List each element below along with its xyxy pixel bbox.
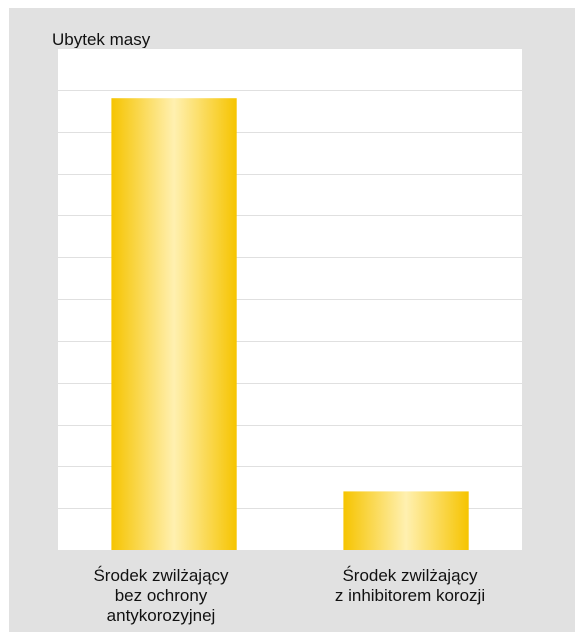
x-tick-label-line: bez ochrony <box>114 586 208 605</box>
x-tick-label-2: Środek zwilżający z inhibitorem korozji <box>300 566 520 606</box>
bar-1 <box>111 98 237 550</box>
y-axis-label: Ubytek masy <box>52 30 151 49</box>
x-tick-label-line: Środek zwilżający <box>93 566 229 585</box>
plot-area <box>58 48 522 550</box>
bar-2 <box>343 491 469 550</box>
x-tick-label-1: Środek zwilżający bez ochrony antykorozyjn… <box>51 566 271 626</box>
x-tick-label-line: Środek zwilżający <box>342 566 478 585</box>
x-tick-label-line: antykorozyjnej <box>106 606 216 625</box>
x-tick-label-line: z inhibitorem korozji <box>334 586 486 605</box>
